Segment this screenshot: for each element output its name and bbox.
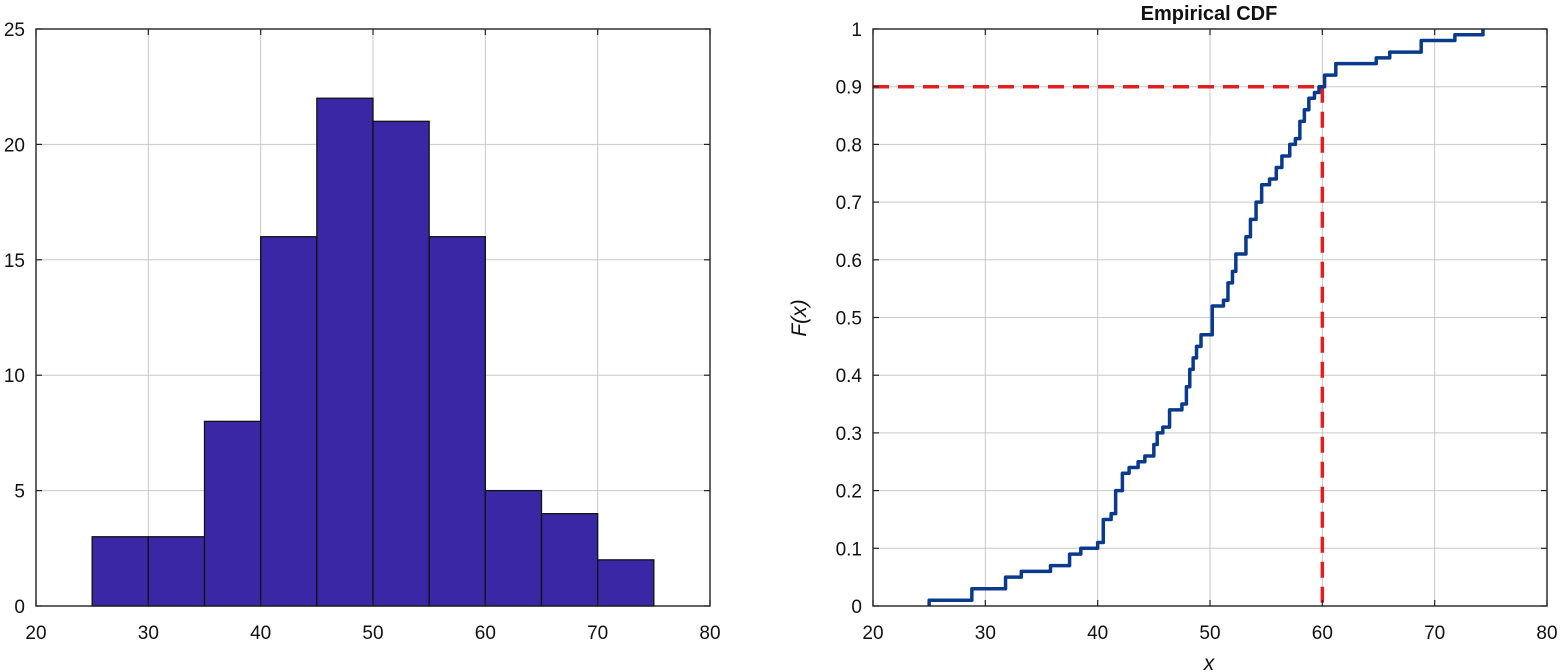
cdf-x-tick-label: 70 — [1424, 623, 1445, 644]
histogram-y-tick-labels: 0 5 10 15 20 25 — [4, 20, 25, 618]
histogram-y-tick-label: 0 — [14, 597, 25, 618]
histogram-x-tick-label: 50 — [362, 623, 383, 644]
cdf-panel: Empirical CDF 20 30 40 50 60 70 80 00.10.20.30… — [788, 3, 1558, 672]
cdf-y-tick-label: 0.2 — [836, 482, 862, 503]
cdf-grid — [872, 28, 1548, 607]
cdf-x-axis-label: x — [1203, 652, 1216, 672]
cdf-y-axis-label: F(x) — [788, 299, 811, 336]
cdf-x-tick-label: 20 — [862, 623, 883, 644]
histogram-bar — [316, 97, 374, 607]
cdf-y-tick-label: 1 — [851, 20, 862, 41]
cdf-y-tick-label: 0.3 — [836, 424, 862, 445]
histogram-y-tick-label: 20 — [4, 135, 25, 156]
histogram-bar — [203, 420, 262, 607]
cdf-x-tick-label: 60 — [1312, 623, 1333, 644]
histogram-bar — [484, 489, 543, 607]
histogram-bar — [372, 120, 430, 607]
histogram-y-tick-label: 15 — [4, 251, 25, 272]
histogram-bar — [260, 236, 318, 607]
cdf-y-tick-label: 0 — [851, 597, 862, 618]
cdf-x-tick-label: 80 — [1536, 623, 1557, 644]
histogram-x-tick-label: 30 — [138, 623, 159, 644]
cdf-x-tick-label: 30 — [975, 623, 996, 644]
cdf-y-tick-label: 0.7 — [836, 193, 862, 214]
cdf-y-tick-label: 0.1 — [836, 539, 862, 560]
histogram-y-tick-label: 25 — [4, 20, 25, 41]
cdf-y-tick-labels: 0 0.1 0.2 0.3 0.4 0.5 0.6 0.7 0.8 0.9 1 — [836, 20, 863, 618]
cdf-ticks — [872, 28, 1548, 607]
histogram-ticks — [35, 28, 711, 607]
histogram-bars — [91, 97, 655, 607]
cdf-y-tick-label: 0.5 — [836, 309, 862, 330]
cdf-y-tick-label: 0.6 — [836, 251, 862, 272]
histogram-y-tick-label: 5 — [14, 482, 25, 503]
histogram-x-tick-label: 40 — [250, 623, 271, 644]
histogram-panel: 20 30 40 50 60 70 80 0 5 10 15 20 25 — [4, 20, 721, 644]
histogram-bar — [147, 536, 206, 607]
histogram-bar — [540, 513, 599, 607]
cdf-series-line — [927, 29, 1485, 606]
cdf-x-tick-labels: 20 30 40 50 60 70 80 — [862, 623, 1557, 644]
histogram-x-tick-label: 80 — [699, 623, 720, 644]
cdf-y-tick-label: 0.9 — [836, 78, 862, 99]
histogram-bar — [91, 536, 149, 607]
cdf-y-tick-label: 0.8 — [836, 135, 862, 156]
cdf-title: Empirical CDF — [1141, 3, 1278, 25]
cdf-reference-lines — [873, 84, 1325, 606]
histogram-y-tick-label: 10 — [4, 366, 25, 387]
histogram-x-tick-label: 60 — [475, 623, 496, 644]
histogram-bar — [597, 559, 655, 607]
histogram-x-tick-label: 20 — [25, 623, 46, 644]
histogram-bar — [428, 236, 486, 607]
histogram-x-tick-label: 70 — [587, 623, 608, 644]
histogram-x-tick-labels: 20 30 40 50 60 70 80 — [25, 623, 720, 644]
cdf-y-tick-label: 0.4 — [836, 366, 863, 387]
cdf-x-tick-label: 40 — [1087, 623, 1108, 644]
cdf-x-tick-label: 50 — [1199, 623, 1220, 644]
